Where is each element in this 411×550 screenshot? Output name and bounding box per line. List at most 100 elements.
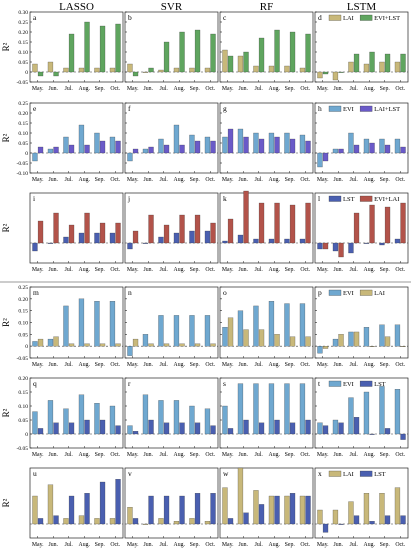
panel-p: May. Jun. Jul. Aug. Sep. Oct. p EVI LAI [314, 286, 409, 368]
bar-evi-may [222, 327, 228, 347]
x-tick-label: Jun. [48, 177, 58, 183]
x-tick-label: May. [222, 362, 234, 368]
bar-lst-jul [353, 417, 360, 435]
x-tick-label: Jul. [160, 86, 169, 92]
bar-lai-aug [274, 334, 280, 347]
x-tick-label: Oct. [110, 362, 120, 368]
x-tick-label: May. [222, 542, 234, 548]
panel-letter: m [33, 288, 39, 297]
legend-swatch [328, 14, 342, 21]
legend-swatch [359, 289, 373, 296]
x-tick-label: Jul. [255, 452, 264, 458]
y-tick-label: 0.10 [18, 50, 28, 56]
panel-c: May. Jun. Jul. Aug. Sep. Oct. c [219, 11, 314, 92]
y-tick-label: 0 [25, 70, 28, 76]
bar-evi-jun [332, 148, 339, 154]
y-tick-label: 0.10 [18, 404, 28, 410]
bar-lai-may [127, 507, 133, 525]
bar-lai-lst-sep [194, 140, 201, 154]
panel-frame [29, 286, 124, 359]
bar-lai-may [317, 509, 323, 525]
panel-letter: a [33, 13, 37, 22]
y-tick-label: 0.20 [18, 297, 28, 303]
bar-evi-oct [394, 138, 401, 154]
panel-u: R² May. Jun. Jul. Aug. Sep. Oct. u [1, 467, 124, 548]
column-title-lstm: LSTM [347, 1, 377, 13]
bar-evi-may [317, 422, 323, 435]
bar-lst-may [222, 240, 228, 244]
bar-lst-may [127, 242, 133, 250]
bar-evi-aug [78, 124, 85, 154]
panel-letter: l [318, 194, 320, 203]
panel-frame [314, 377, 409, 449]
y-tick-label: 0 [25, 432, 28, 438]
x-tick-label: May. [32, 177, 44, 183]
bar-lai-jun [148, 343, 154, 347]
panel-x: May. Jun. Jul. Aug. Sep. Oct. x LAI LST [314, 467, 409, 548]
bar-lst-oct [210, 493, 216, 525]
bar-lst-sep [289, 422, 296, 435]
legend-swatch [328, 470, 342, 477]
panel-frame [219, 102, 314, 174]
bar-lai-jun [142, 71, 149, 73]
x-tick-label: May. [127, 542, 139, 548]
x-tick-label: Aug. [174, 177, 186, 183]
bar-evi-sep [189, 134, 195, 154]
column-title-rf: RF [260, 1, 273, 13]
bar-evi-jul [253, 305, 259, 347]
panel-frame [29, 102, 124, 174]
x-tick-label: Oct. [205, 452, 215, 458]
x-tick-label: Oct. [300, 362, 310, 368]
bar-lai-oct [400, 346, 406, 347]
x-tick-label: Sep. [285, 542, 296, 548]
panel-t: May. Jun. Jul. Aug. Sep. Oct. t EVI LST [314, 377, 409, 458]
x-tick-label: Jul. [255, 86, 264, 92]
x-tick-label: Jun. [48, 452, 58, 458]
bar-lst-jul [163, 495, 170, 525]
bar-lai-jun [332, 509, 339, 525]
legend: LAI LST [328, 470, 386, 478]
bar-lai-sep [289, 336, 296, 347]
x-tick-label: Jul. [65, 452, 74, 458]
bar-evi-oct [299, 383, 306, 435]
x-tick-label: Sep. [190, 177, 201, 183]
panel-letter: b [128, 13, 132, 22]
bar-evi-aug [363, 138, 370, 154]
panel-frame [124, 377, 219, 449]
bar-evi-lai-sep [384, 206, 391, 244]
bar-lai-oct [210, 343, 216, 347]
bar-lst-may [227, 428, 234, 435]
panel-s: May. Jun. Jul. Aug. Sep. Oct. s [219, 377, 314, 458]
bar-evi-jun [237, 310, 244, 347]
x-tick-label: Oct. [395, 267, 405, 273]
bar-evi-lai-jun [243, 190, 249, 244]
bar-lai-jul [348, 501, 354, 525]
panel-frame [29, 192, 124, 264]
bar-evi-lai-jul [353, 212, 360, 244]
bar-evi-lst-may [227, 55, 234, 73]
x-tick-label: Jun. [238, 267, 248, 273]
bar-evi-lai-aug [369, 204, 375, 244]
y-tick-label: -0.05 [17, 446, 29, 452]
legend-label: EVI [343, 106, 354, 113]
bar-evi-jun [142, 334, 149, 347]
bar-lai-lst-jun [338, 148, 344, 154]
x-tick-label: Aug. [79, 267, 91, 273]
bar-lai-lst-jun [148, 146, 154, 154]
bar-evi-lst-may [322, 71, 329, 75]
x-tick-label: Aug. [174, 362, 186, 368]
x-tick-label: Sep. [285, 362, 296, 368]
panel-q: -0.05 0 0.05 0.10 0.15 0.20 R² May. Jun. Jul. Aug.… [1, 376, 124, 458]
bar-evi-jul [63, 408, 69, 435]
legend-label: LST [374, 471, 386, 478]
bar-lai-oct [115, 343, 121, 347]
x-tick-label: Sep. [285, 267, 296, 273]
x-tick-label: Jun. [143, 177, 153, 183]
bar-lai-lst-aug [369, 142, 375, 154]
y-tick-label: 0.25 [18, 285, 28, 291]
y-tick-label: 0.05 [18, 141, 28, 147]
bar-lai-jul [158, 518, 164, 525]
panel-n: May. Jun. Jul. Aug. Sep. Oct. n [124, 286, 219, 368]
bar-lai-lst-oct [115, 140, 121, 154]
bar-evi-sep [189, 405, 195, 435]
